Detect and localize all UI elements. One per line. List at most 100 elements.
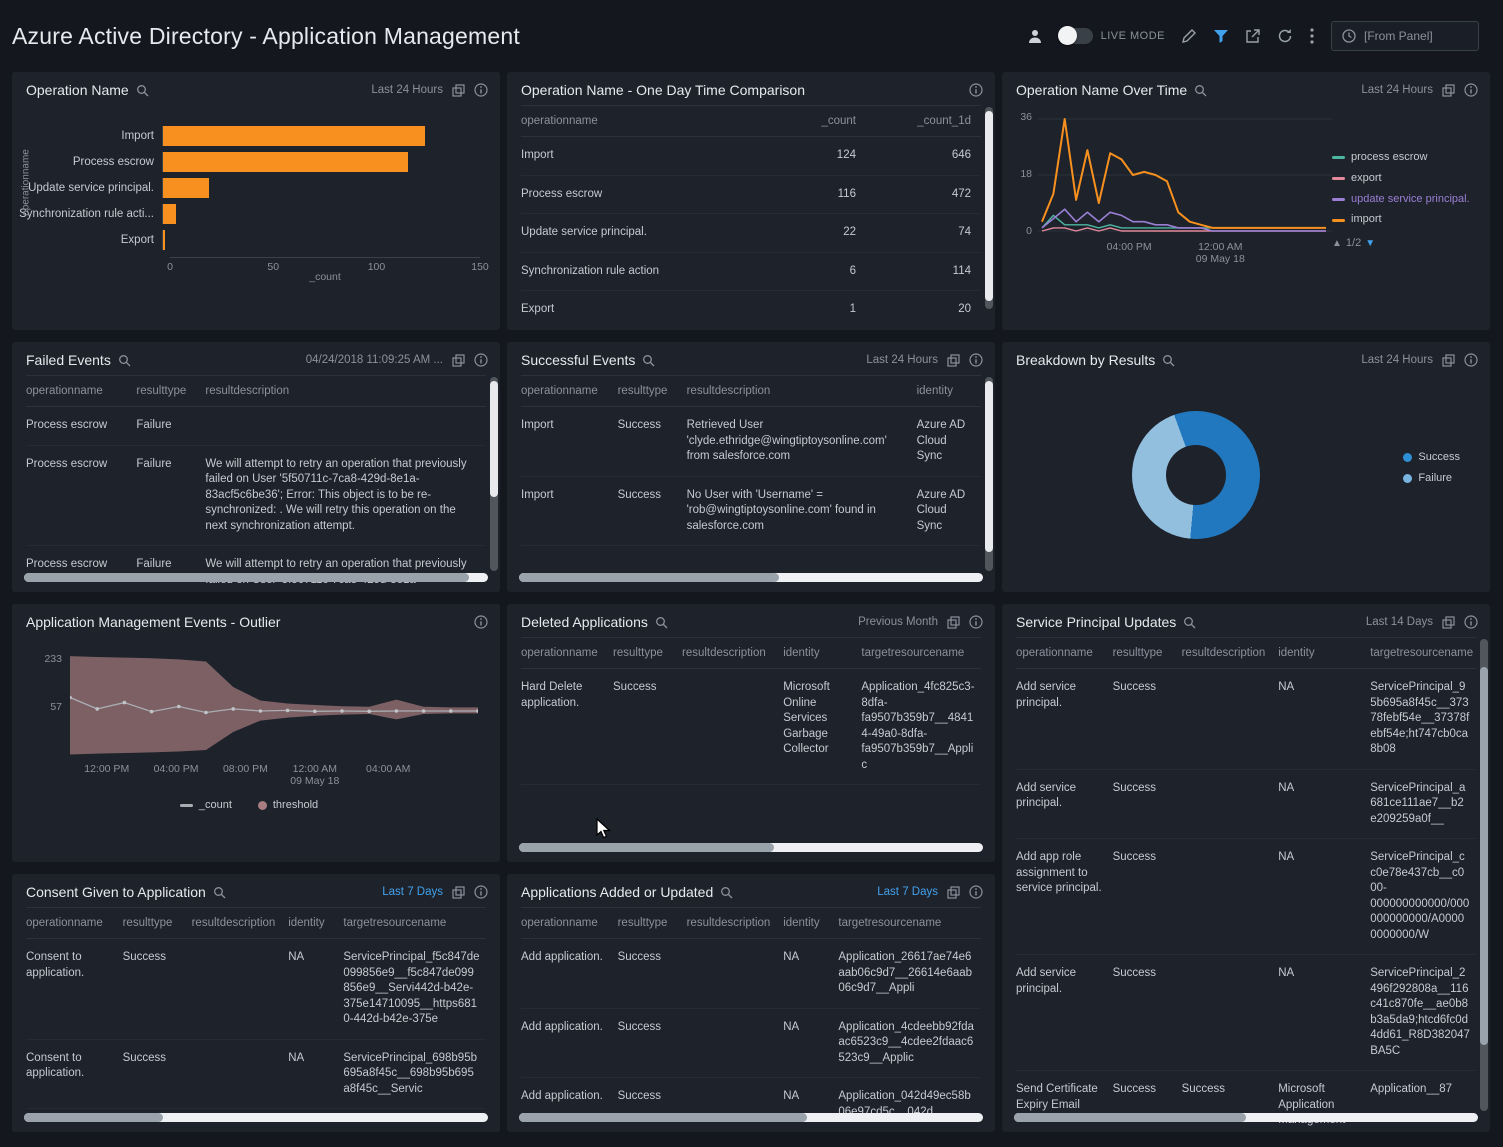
horizontal-scrollbar[interactable] [24,573,488,582]
scrollbar-thumb[interactable] [985,380,993,552]
donut-chart[interactable] [1132,411,1260,539]
legend-item[interactable]: threshold [257,799,318,813]
refresh-icon[interactable] [1277,28,1293,44]
column-header[interactable]: operationname [26,907,123,939]
column-header[interactable]: resultdescription [205,375,486,407]
column-header[interactable]: operationname [521,907,618,939]
bar[interactable] [163,230,166,250]
zoom-icon[interactable] [1183,616,1196,629]
vertical-scrollbar[interactable] [985,377,993,571]
info-icon[interactable] [969,615,983,629]
legend-item[interactable]: Success [1403,451,1460,465]
column-header[interactable]: identity [783,907,839,939]
info-icon[interactable] [1464,83,1478,97]
column-header[interactable]: resultdescription [682,637,784,669]
table-row[interactable]: Add app role assignment to service princ… [1016,838,1476,956]
horizontal-scrollbar[interactable] [1014,1113,1478,1122]
pager-up-icon[interactable]: ▲ [1332,237,1342,249]
scrollbar-thumb[interactable] [1480,667,1488,1045]
panel-time-range[interactable]: Last 7 Days [382,886,443,898]
zoom-icon[interactable] [1194,84,1207,97]
table-row[interactable]: Process escrow Failure [26,406,486,446]
edit-icon[interactable] [1181,28,1197,44]
table-row[interactable]: Add service principal. Success NA ServicePr… [1016,769,1476,840]
legend-item[interactable]: update service principal. [1332,193,1484,207]
column-header[interactable]: operationname [1016,637,1113,669]
filter-icon[interactable] [1213,28,1229,44]
panel-time-range[interactable]: Last 24 Hours [371,84,443,96]
copy-icon[interactable] [452,83,465,97]
horizontal-scrollbar[interactable] [24,1113,488,1122]
column-header[interactable]: _count [769,105,866,137]
table-row[interactable]: Process escrow Failure We will attempt to … [26,445,486,547]
toggle-knob[interactable] [1057,26,1077,45]
column-header[interactable]: resultdescription [1181,637,1279,669]
column-header[interactable]: operationname [26,375,137,407]
table-row[interactable]: Hard Delete application. Success Microsoft… [521,668,981,786]
time-range-selector[interactable]: [From Panel] [1331,21,1479,51]
bar[interactable] [163,152,409,172]
info-icon[interactable] [474,353,488,367]
column-header[interactable]: targetresourcename [343,907,486,939]
column-header[interactable]: resultdescription [191,907,289,939]
table-row[interactable]: Add service principal. Success NA ServicePr… [1016,954,1476,1072]
table-row[interactable]: Add application. Success NA Application_266… [521,938,981,1009]
table-row[interactable]: Add service principal. Success NA ServicePr… [1016,668,1476,770]
copy-icon[interactable] [452,885,465,899]
pager-down-icon[interactable]: ▼ [1365,237,1376,249]
vertical-scrollbar[interactable] [1480,639,1488,1111]
zoom-icon[interactable] [1162,354,1175,367]
copy-icon[interactable] [452,353,465,367]
table-row[interactable]: Export 1 20 [521,290,981,325]
copy-icon[interactable] [1442,353,1455,367]
column-header[interactable]: resultdescription [686,907,784,939]
legend-item[interactable]: process escrow [1332,151,1484,165]
panel-time-range[interactable]: Last 7 Days [877,886,938,898]
scrollbar-thumb[interactable] [24,1113,164,1122]
column-header[interactable]: identity [916,375,981,407]
panel-time-range[interactable]: Last 14 Days [1365,616,1433,628]
table-row[interactable]: Consent to application. Success NA ServiceP… [26,938,486,1040]
live-mode-toggle[interactable] [1057,26,1093,45]
zoom-icon[interactable] [720,886,733,899]
copy-icon[interactable] [947,353,960,367]
column-header[interactable]: targetresourcename [1370,637,1476,669]
user-icon[interactable] [1027,28,1043,44]
more-menu-icon[interactable] [1309,27,1315,45]
panel-time-range[interactable]: Last 24 Hours [1361,84,1433,96]
info-icon[interactable] [969,885,983,899]
column-header[interactable]: resulttype [122,907,192,939]
info-icon[interactable] [474,83,488,97]
column-header[interactable]: identity [1278,637,1371,669]
column-header[interactable]: operationname [521,637,613,669]
scrollbar-thumb[interactable] [519,1113,807,1122]
panel-time-range[interactable]: 04/24/2018 11:09:25 AM ... [305,354,443,366]
column-header[interactable]: resulttype [617,375,687,407]
copy-icon[interactable] [947,615,960,629]
zoom-icon[interactable] [213,886,226,899]
share-icon[interactable] [1245,28,1261,44]
table-row[interactable]: Consent to application. Success NA ServiceP… [26,1039,486,1110]
scrollbar-thumb[interactable] [519,573,779,582]
bar[interactable] [163,126,426,146]
column-header[interactable]: resulttype [1112,637,1182,669]
copy-icon[interactable] [947,885,960,899]
panel-time-range[interactable]: Previous Month [858,616,938,628]
table-row[interactable]: Import 124 646 [521,136,981,176]
scrollbar-thumb[interactable] [490,380,498,498]
table-row[interactable]: Add application. Success NA Application_4cd… [521,1008,981,1079]
table-row[interactable]: Import Success Retrieved User 'clyde.ethri… [521,406,981,477]
vertical-scrollbar[interactable] [985,107,993,309]
column-header[interactable]: operationname [521,375,618,407]
horizontal-scrollbar[interactable] [519,573,983,582]
horizontal-scrollbar[interactable] [519,1113,983,1122]
table-row[interactable]: Import Success No User with 'Username' = '… [521,476,981,547]
table-row[interactable]: Process escrow 116 472 [521,175,981,215]
info-icon[interactable] [969,353,983,367]
scrollbar-thumb[interactable] [1014,1113,1246,1122]
column-header[interactable]: identity [783,637,862,669]
column-header[interactable]: resultdescription [686,375,917,407]
info-icon[interactable] [1464,353,1478,367]
zoom-icon[interactable] [118,354,131,367]
zoom-icon[interactable] [642,354,655,367]
